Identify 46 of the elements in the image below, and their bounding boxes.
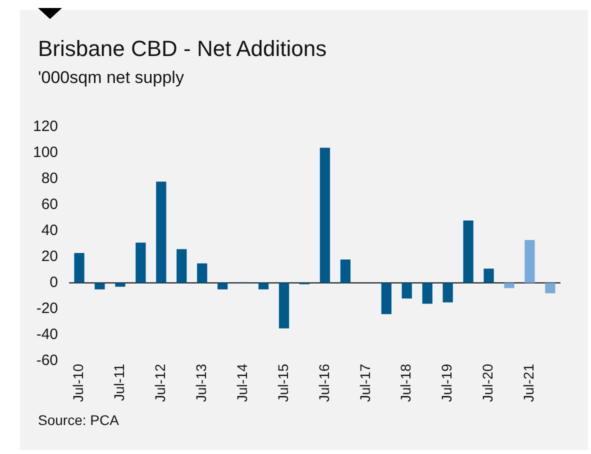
y-tick-label: 0 [50,274,58,292]
x-tick-label: Jul-16 [316,364,332,402]
x-tick-label: Jul-13 [192,364,209,402]
bar [545,282,556,294]
y-tick-label: 80 [41,170,58,188]
y-tick-label: 100 [32,144,58,162]
x-tick-label: Jul-15 [274,364,291,402]
bar [115,282,126,287]
x-tick-label: Jul-12 [152,364,168,402]
x-tick-label: Jul-10 [70,364,86,402]
bar [320,148,330,283]
bar [524,240,535,283]
bar [74,253,84,283]
bar [156,182,166,283]
x-tick-label: Jul-14 [234,364,250,402]
bar [422,282,432,304]
x-tick-label: Jul-17 [356,364,373,402]
bar [197,263,208,283]
bar [504,282,514,288]
x-tick-label: Jul-20 [480,364,496,402]
y-tick-label: 60 [41,196,58,214]
x-tick-label: Jul-19 [438,364,455,402]
bar [442,282,453,302]
y-tick-label: -60 [36,352,58,370]
bar [218,282,228,290]
bar [463,220,474,283]
bar [94,282,105,290]
bar [484,268,494,283]
bar [402,282,412,299]
bar [136,242,146,283]
y-tick-label: 40 [41,222,58,240]
bar [278,282,290,328]
y-tick-label: -40 [36,326,58,344]
bar [381,282,392,314]
x-tick-label: Jul-11 [111,364,128,401]
y-tick-label: 20 [41,248,58,266]
bar [340,260,351,283]
y-tick-label: -20 [36,300,58,318]
source-note: Source: PCA [38,412,119,428]
y-tick-label: 120 [32,118,58,136]
x-tick-label: Jul-18 [398,364,414,402]
chart-subtitle: '000sqm net supply [38,68,184,88]
x-tick-label: Jul-21 [520,364,537,402]
chart-title: Brisbane CBD - Net Additions [38,36,327,62]
bar [258,282,269,290]
bar [176,249,187,283]
